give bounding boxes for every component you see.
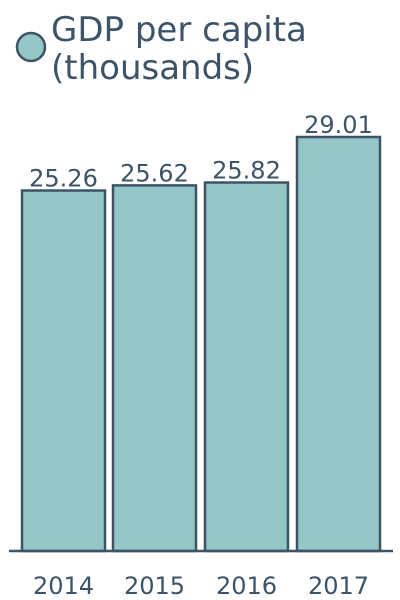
bar-2017 [295,135,382,553]
x-tick-label-2014: 2014 [33,572,94,600]
x-tick-label-2016: 2016 [216,572,277,600]
data-label-2016: 25.82 [212,157,281,185]
data-labels: 25.26 25.62 25.82 29.01 [29,111,373,193]
data-label-2015: 25.62 [120,159,189,187]
legend-swatch [15,31,47,63]
bar-2014 [20,189,107,553]
x-tick-label-2017: 2017 [308,572,369,600]
x-axis-tick-labels: 2014 2015 2016 2017 [33,572,369,600]
bars [20,135,382,553]
legend-label-line1: GDP per capita [51,10,307,50]
data-label-2017: 29.01 [304,111,373,139]
x-tick-label-2015: 2015 [124,572,185,600]
bar-2015 [111,184,198,553]
legend: GDP per capita (thousands) [15,10,307,88]
legend-label-line2: (thousands) [51,48,254,88]
data-label-2014: 25.26 [29,165,98,193]
bar-2016 [203,181,290,553]
